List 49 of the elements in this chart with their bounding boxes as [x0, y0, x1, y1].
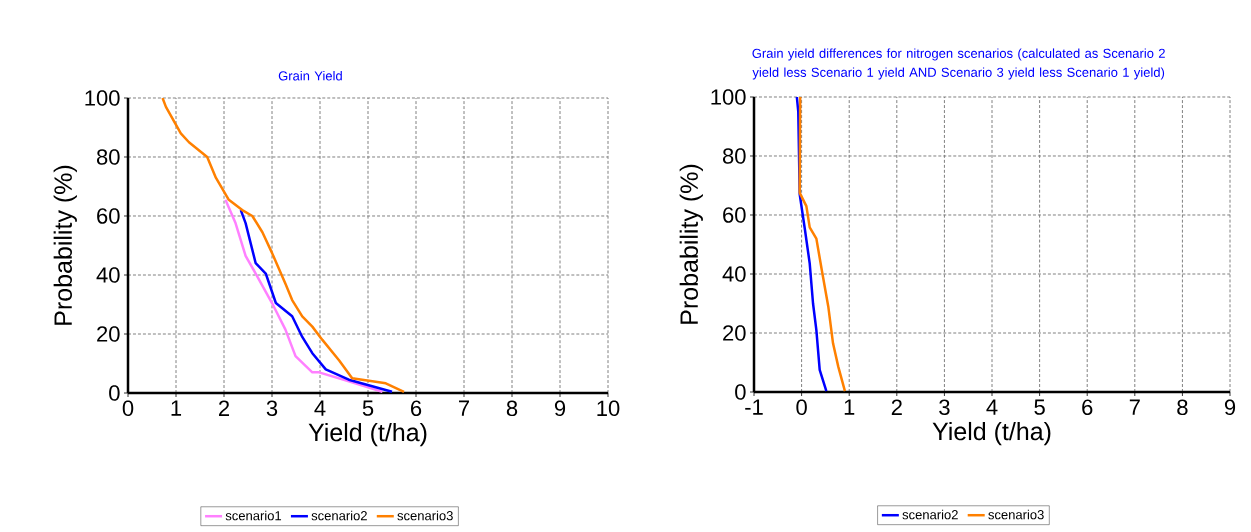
legend-label: scenario3	[397, 510, 453, 521]
chart-title: Grain Yield	[278, 70, 342, 81]
x-tick-label: 6	[1082, 399, 1093, 416]
x-tick-label: 0	[796, 399, 807, 416]
y-tick-label: 80	[96, 149, 120, 165]
x-axis-title: Yield (t/ha)	[932, 421, 1051, 446]
x-axis-title: Yield (t/ha)	[308, 422, 427, 447]
legend-label: scenario1	[225, 510, 282, 521]
y-tick-label: 0	[735, 384, 746, 400]
x-tick-label: 2	[218, 400, 230, 416]
x-tick-label: 7	[1129, 399, 1140, 415]
y-tick-label: 60	[723, 207, 746, 223]
x-tick-label: 0	[122, 400, 134, 417]
x-tick-label: 6	[411, 400, 422, 417]
x-tick-label: 1	[844, 399, 855, 415]
x-tick-label: 3	[266, 400, 278, 417]
chart-title: Grain yield differences for nitrogen scenarios (calculated as Scenario 2 yield less Scenario 1 yield AND Scenario 3 yield less Scenario 1 yield)	[752, 48, 1165, 80]
x-tick-label: 3	[939, 399, 950, 416]
y-tick-label: 80	[722, 148, 746, 164]
x-tick-label: 2	[891, 399, 902, 415]
x-tick-label: 8	[506, 400, 518, 417]
y-tick-label: 100	[85, 90, 120, 106]
y-axis-title: Probability (%)	[53, 165, 77, 325]
line-series	[224, 198, 384, 393]
y-tick-label: 20	[723, 325, 746, 341]
x-tick-label: -1	[745, 399, 763, 415]
legend-label: scenario2	[902, 509, 958, 520]
x-tick-label: 4	[314, 400, 326, 416]
x-tick-label: 10	[597, 400, 620, 417]
y-tick-label: 100	[711, 89, 746, 105]
x-tick-label: 9	[1224, 399, 1236, 416]
x-tick-label: 9	[554, 400, 566, 417]
y-axis-title: Probability (%)	[679, 164, 703, 324]
x-tick-label: 5	[1034, 399, 1045, 415]
legend-label: scenario3	[988, 509, 1044, 520]
y-tick-label: 0	[109, 385, 120, 401]
y-tick-label: 20	[97, 326, 120, 342]
y-tick-label: 40	[96, 267, 120, 283]
y-tick-label: 40	[722, 266, 746, 282]
line-series	[239, 208, 394, 393]
x-tick-label: 1	[171, 400, 182, 416]
x-tick-label: 7	[459, 400, 470, 416]
line-series	[798, 97, 847, 392]
legend-label: scenario2	[311, 510, 367, 521]
x-tick-label: 4	[986, 399, 998, 415]
line-series	[161, 98, 406, 393]
x-tick-label: 8	[1177, 399, 1188, 416]
y-tick-label: 60	[97, 208, 120, 224]
x-tick-label: 5	[362, 400, 374, 416]
